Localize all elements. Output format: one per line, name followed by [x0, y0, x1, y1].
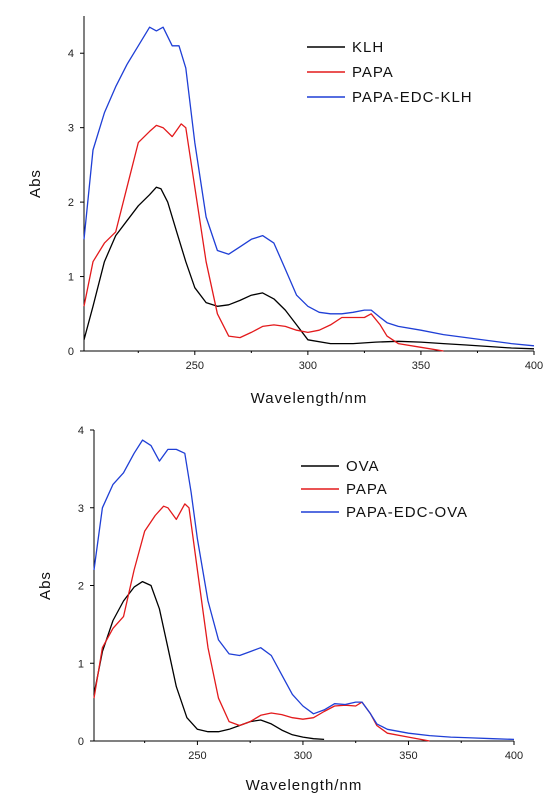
chart-2-x-tick-label: 250: [188, 750, 206, 762]
chart-2-legend-label: PAPA: [346, 481, 388, 498]
chart-1-y-tick-label: 0: [68, 346, 74, 358]
chart-1-x-tick-label: 400: [525, 360, 543, 372]
chart-2-x-axis-title: Wavelength/nm: [246, 777, 363, 794]
chart-2-y-axis-title: Abs: [37, 571, 54, 600]
chart-2-legend-label: PAPA-EDC-OVA: [346, 504, 468, 521]
chart-2-y-tick-label: 2: [78, 581, 84, 593]
chart-2-y-tick-label: 3: [78, 503, 84, 515]
chart-1-x-tick-label: 350: [412, 360, 430, 372]
chart-1-legend-label: PAPA-EDC-KLH: [352, 89, 473, 106]
chart-2-legend-label: OVA: [346, 458, 380, 475]
chart-1-legend-label: KLH: [352, 39, 384, 56]
chart-1-y-tick-label: 1: [68, 272, 74, 284]
chart-2-x-tick-label: 350: [399, 750, 417, 762]
chart-1-y-axis-title: Abs: [27, 169, 44, 198]
chart-2-series-line-papa: [93, 503, 430, 742]
chart-2-y-tick-label: 1: [78, 658, 84, 670]
chart-1-y-tick-label: 2: [68, 197, 74, 209]
chart-2-x-tick-label: 300: [294, 750, 312, 762]
chart-2-y-tick-label: 0: [78, 736, 84, 748]
chart-2-series-line-ova: [93, 580, 325, 741]
chart-1-series-line-klh: [83, 186, 535, 350]
chart-2-y-tick-label: 4: [78, 425, 84, 437]
chart-1-x-axis-title: Wavelength/nm: [251, 390, 368, 407]
chart-1-x-tick-label: 250: [186, 360, 204, 372]
chart-1-series-line-papa: [83, 123, 444, 352]
chart-1-y-tick-label: 3: [68, 123, 74, 135]
chart-1-legend-label: PAPA: [352, 64, 394, 81]
chart-2-series-line-papa-edc-ova: [93, 439, 515, 741]
chart-2-x-tick-label: 400: [505, 750, 523, 762]
chart-1-y-tick-label: 4: [68, 48, 74, 60]
chart-1-x-tick-label: 300: [299, 360, 317, 372]
chart-1-series-line-papa-edc-klh: [83, 26, 535, 347]
